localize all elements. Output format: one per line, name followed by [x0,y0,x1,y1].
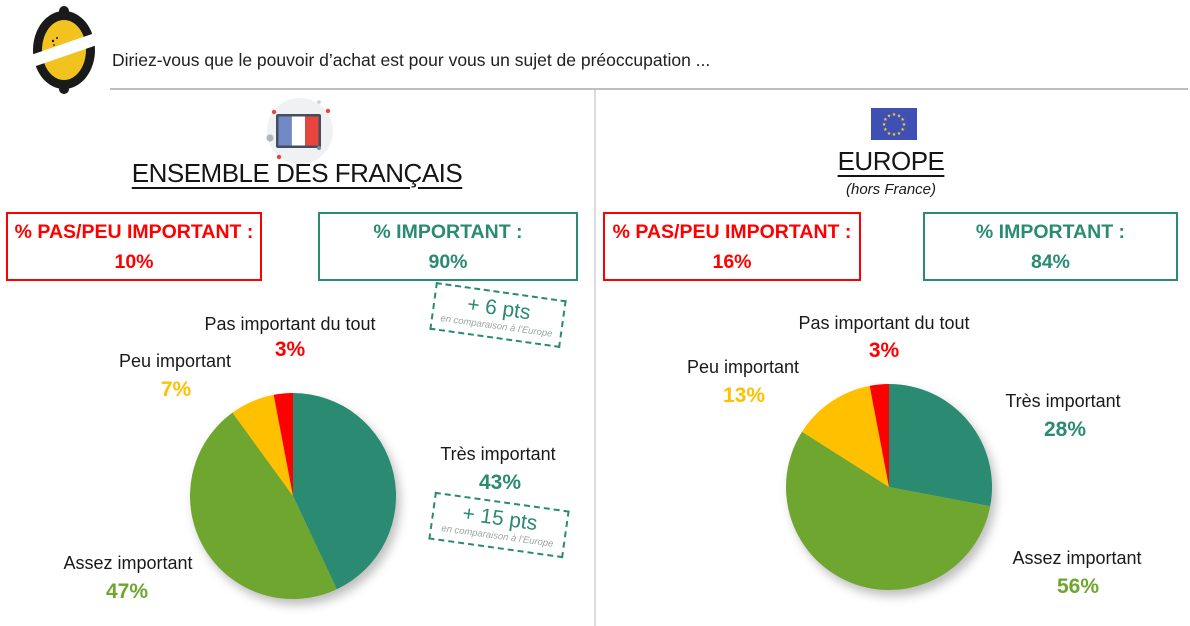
stat-box-positive-europe: % IMPORTANT : 84% [923,212,1178,281]
stat-box-value: 10% [114,250,154,273]
stat-box-positive-france: % IMPORTANT : 90% [318,212,578,281]
panel-subheading-europe: (hors France) [845,181,937,198]
pie-slice-assez-important [786,431,991,590]
pie-label-pas-important-europe: Pas important du tout [798,313,970,333]
pie-slice-pas-important-du-tout [273,393,293,496]
pie-label-peu-important-france: Peu important [118,351,232,371]
slide-title: Diriez-vous que le pouvoir d’achat est p… [112,50,711,70]
pie-slice-peu-important [802,385,889,487]
svg-text:★: ★ [892,112,897,118]
header-divider [110,88,1188,90]
annotation-plus-6pts: + 6 pts en comparaison à l’Europe [429,282,567,348]
pie-slice-tr-s-important [889,384,993,507]
panel-heading-france: ENSEMBLE DES FRANÇAIS [131,158,463,188]
lemon-logo-icon [28,6,100,94]
pie-chart-france [189,393,397,600]
svg-text:★: ★ [887,131,892,137]
panel-divider [594,90,596,626]
pie-label-assez-important-europe: Assez important [1012,548,1142,568]
pie-slice-assez-important [189,412,337,600]
pie-label-pas-important-france: Pas important du tout [204,314,376,334]
svg-text:★: ★ [902,122,907,128]
svg-text:★: ★ [883,117,888,123]
stat-box-label: % IMPORTANT : [373,220,523,243]
pie-value-tres-important-europe: 28% [1043,418,1087,441]
svg-text:★: ★ [882,122,887,128]
svg-text:★: ★ [897,114,902,120]
pie-value-peu-important-france: 7% [160,378,192,401]
annotation-plus-15pts: + 15 pts en comparaison à l’Europe [428,491,570,559]
france-flag-icon [262,95,338,172]
stat-box-label: % IMPORTANT : [975,220,1126,243]
panel-heading-europe: EUROPE [837,146,945,176]
pie-value-assez-important-france: 47% [105,580,149,603]
pie-slice-peu-important [232,394,293,496]
pie-chart-europe [786,384,993,590]
pie-value-pas-important-france: 3% [274,338,306,361]
pie-label-assez-important-france: Assez important [63,553,193,573]
stat-box-negative-europe: % PAS/PEU IMPORTANT : 16% [603,212,861,281]
svg-text:★: ★ [883,127,888,133]
svg-text:★: ★ [892,132,897,138]
stat-box-label: % PAS/PEU IMPORTANT : [612,220,852,243]
pie-slice-tr-s-important [293,393,397,590]
stat-box-value: 90% [428,250,468,273]
pie-label-peu-important-europe: Peu important [686,357,800,377]
stat-box-negative-france: % PAS/PEU IMPORTANT : 10% [6,212,262,281]
europe-flag-icon: ★ ★ ★ ★ ★ ★ ★ ★ ★ ★ ★ ★ [871,108,917,145]
pie-slice-pas-important-du-tout [869,384,889,487]
svg-text:★: ★ [900,117,905,123]
pie-label-tres-important-france: Très important [440,444,556,464]
svg-text:★: ★ [900,127,905,133]
stat-box-value: 16% [712,250,752,273]
pie-value-pas-important-europe: 3% [868,339,900,362]
svg-text:★: ★ [887,114,892,120]
svg-text:★: ★ [897,131,902,137]
pie-value-tres-important-france: 43% [478,471,522,494]
pie-value-assez-important-europe: 56% [1056,575,1100,598]
stat-box-value: 84% [1030,250,1071,273]
pie-value-peu-important-europe: 13% [722,384,766,407]
stat-box-label: % PAS/PEU IMPORTANT : [14,220,254,243]
pie-label-tres-important-europe: Très important [1005,391,1121,411]
